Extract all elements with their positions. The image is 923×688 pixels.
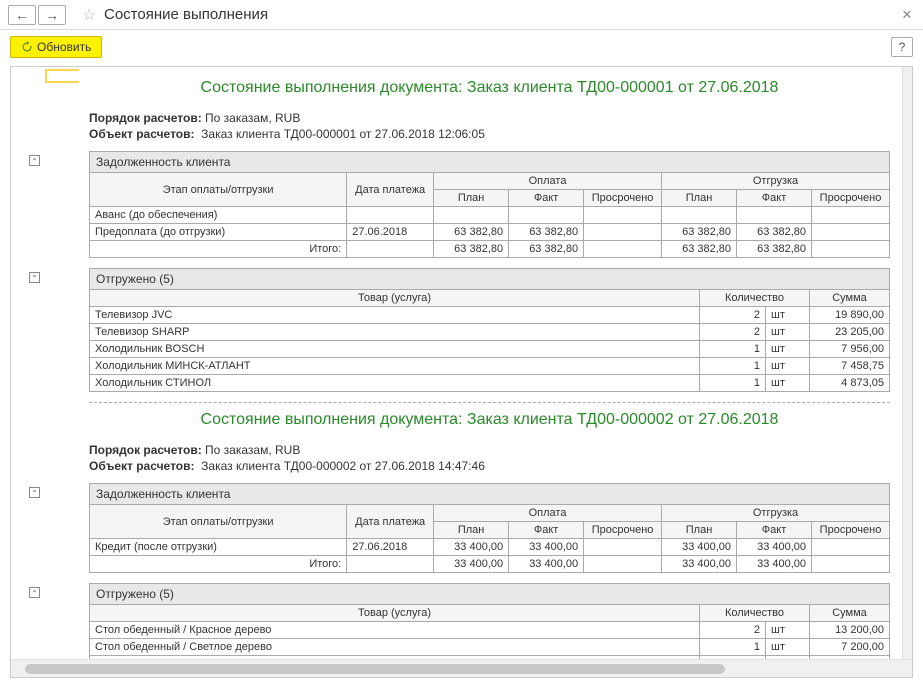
shipped-row: Стол обеденный / Красное дерево 2 шт 13 … xyxy=(90,622,890,639)
debt-section-header: Задолженность клиента xyxy=(89,151,890,172)
tree-collapse-toggle[interactable]: - xyxy=(29,587,40,598)
tree-collapse-toggle[interactable]: - xyxy=(29,155,40,166)
document-block: Состояние выполнения документа: Заказ кл… xyxy=(89,411,890,659)
debt-row: Аванс (до обеспечения) xyxy=(90,207,890,224)
debt-table: Этап оплаты/отгрузки Дата платежа Оплата… xyxy=(89,504,890,573)
shipped-section-header: Отгружено (5) xyxy=(89,268,890,289)
toolbar: Обновить ? xyxy=(0,30,923,66)
shipped-row: Стол обеденный / Светлое дерево 1 шт 7 2… xyxy=(90,639,890,656)
shipped-row: Холодильник BOSCH 1 шт 7 956,00 xyxy=(90,341,890,358)
debt-row: Предоплата (до отгрузки)27.06.2018 63 38… xyxy=(90,224,890,241)
shipped-table: Товар (услуга) Количество Сумма Стол обе… xyxy=(89,604,890,659)
report-viewport: Состояние выполнения документа: Заказ кл… xyxy=(10,66,913,678)
settlement-object-value: Заказ клиента ТД00-000002 от 27.06.2018 … xyxy=(201,459,485,473)
shipped-row: Холодильник СТИНОЛ 1 шт 4 873,05 xyxy=(90,375,890,392)
document-title: Состояние выполнения документа: Заказ кл… xyxy=(89,411,890,429)
nav-forward-button[interactable]: → xyxy=(38,5,66,25)
tree-collapse-toggle[interactable]: - xyxy=(29,272,40,283)
shipped-table: Товар (услуга) Количество Сумма Телевизо… xyxy=(89,289,890,392)
shipped-section-header: Отгружено (5) xyxy=(89,583,890,604)
settlement-object-label: Объект расчетов: xyxy=(89,127,195,141)
debt-total-row: Итого: 33 400,0033 400,00 33 400,0033 40… xyxy=(90,556,890,573)
shipped-row: Стул / Красное дерево 4 шт 4 800,00 xyxy=(90,656,890,660)
horizontal-scrollbar[interactable] xyxy=(11,659,912,677)
document-block: Состояние выполнения документа: Заказ кл… xyxy=(89,79,890,403)
debt-section-header: Задолженность клиента xyxy=(89,483,890,504)
tree-rail xyxy=(11,67,21,659)
window-title: Состояние выполнения xyxy=(104,6,268,23)
order-settlement-value: По заказам, RUB xyxy=(205,111,300,125)
order-settlement-label: Порядок расчетов: xyxy=(89,111,202,125)
debt-table: Этап оплаты/отгрузки Дата платежа Оплата… xyxy=(89,172,890,258)
refresh-button[interactable]: Обновить xyxy=(10,36,102,58)
document-title: Состояние выполнения документа: Заказ кл… xyxy=(89,79,890,97)
shipped-row: Холодильник МИНСК-АТЛАНТ 1 шт 7 458,75 xyxy=(90,358,890,375)
settlement-object-value: Заказ клиента ТД00-000001 от 27.06.2018 … xyxy=(201,127,485,141)
vertical-scrollbar[interactable] xyxy=(902,67,912,659)
document-divider xyxy=(89,402,890,403)
refresh-icon xyxy=(21,41,33,53)
favorite-star-icon[interactable]: ☆ xyxy=(80,6,98,24)
refresh-label: Обновить xyxy=(37,40,91,54)
debt-row: Кредит (после отгрузки)27.06.2018 33 400… xyxy=(90,539,890,556)
order-settlement-label: Порядок расчетов: xyxy=(89,443,202,457)
titlebar: ← → ☆ Состояние выполнения ✕ xyxy=(0,0,923,30)
settlement-object-label: Объект расчетов: xyxy=(89,459,195,473)
nav-back-button[interactable]: ← xyxy=(8,5,36,25)
help-button[interactable]: ? xyxy=(891,37,913,57)
order-settlement-value: По заказам, RUB xyxy=(205,443,300,457)
close-icon[interactable]: ✕ xyxy=(899,7,915,23)
debt-total-row: Итого: 63 382,8063 382,80 63 382,8063 38… xyxy=(90,241,890,258)
shipped-row: Телевизор JVC 2 шт 19 890,00 xyxy=(90,307,890,324)
tree-collapse-toggle[interactable]: - xyxy=(29,487,40,498)
horizontal-scroll-thumb[interactable] xyxy=(25,664,725,674)
report-body: Состояние выполнения документа: Заказ кл… xyxy=(41,67,898,659)
shipped-row: Телевизор SHARP 2 шт 23 205,00 xyxy=(90,324,890,341)
